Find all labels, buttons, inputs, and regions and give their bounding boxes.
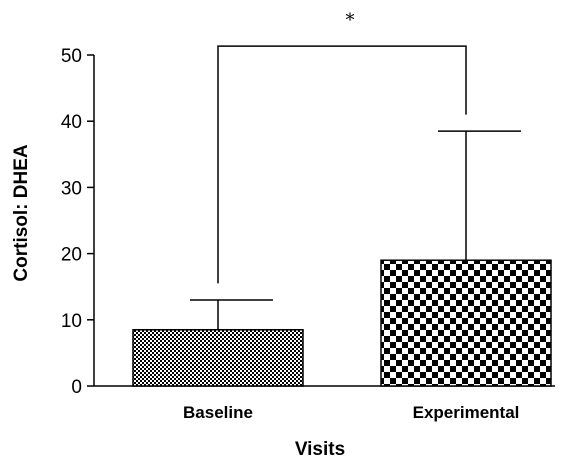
error-bars	[190, 130, 521, 330]
x-tick-label: Baseline	[183, 403, 253, 422]
significance-label: *	[346, 10, 355, 31]
y-tick-label: 40	[61, 112, 82, 133]
y-tick-label: 50	[61, 46, 82, 67]
bar-experimental	[380, 259, 552, 387]
bar-baseline	[132, 328, 304, 387]
y-tick-label: 30	[61, 178, 82, 199]
y-axis: 0 10 20 30 40 50	[61, 46, 95, 398]
y-tick-label: 0	[71, 377, 82, 398]
significance-line	[217, 45, 467, 284]
x-axis: Baseline Experimental	[94, 385, 555, 422]
y-tick-label: 10	[61, 311, 82, 332]
x-axis-title: Visits	[295, 439, 345, 460]
y-axis-title: Cortisol: DHEA	[11, 144, 32, 282]
x-tick-label: Experimental	[413, 403, 520, 422]
y-tick-label: 20	[61, 245, 82, 266]
bars	[132, 259, 552, 387]
significance-bracket: *	[217, 10, 467, 284]
